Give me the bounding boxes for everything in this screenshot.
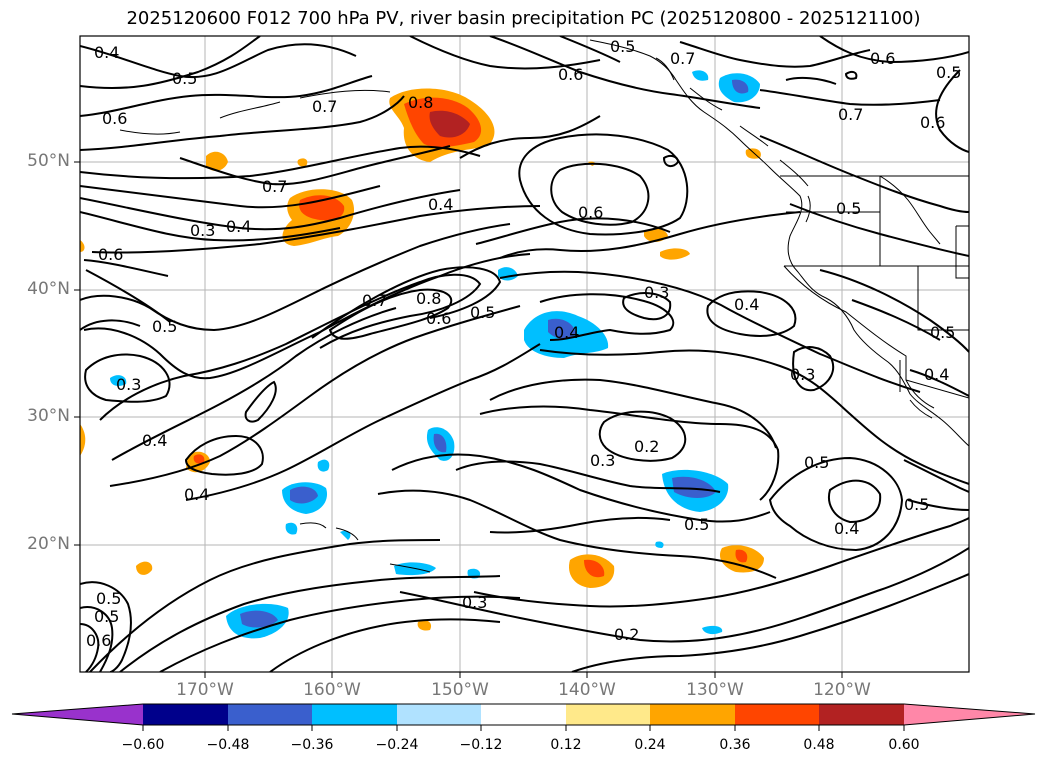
contour-label: 0.5 xyxy=(152,317,177,336)
contour-label: 0.2 xyxy=(614,625,639,644)
colorbar-segment xyxy=(819,704,905,725)
negative-pc-shading xyxy=(110,70,760,639)
contour-label: 0.5 xyxy=(610,37,635,56)
lon-tick-label: 160°W xyxy=(303,680,361,700)
colorbar-tick-label: −0.48 xyxy=(206,737,250,753)
lon-tick-label: 150°W xyxy=(431,680,489,700)
contour-label: 0.6 xyxy=(558,65,583,84)
contour-label: 0.7 xyxy=(262,177,287,196)
contour-label: 0.4 xyxy=(142,431,167,450)
colorbar-tick-label: 0.12 xyxy=(550,737,582,753)
contour-label: 0.6 xyxy=(426,309,451,328)
colorbar-tick-label: 0.48 xyxy=(803,737,835,753)
colorbar xyxy=(11,703,1036,731)
contour-label: 0.4 xyxy=(834,519,859,538)
colorbar-tick-label: 0.36 xyxy=(719,737,751,753)
colorbar-segment xyxy=(566,704,651,725)
contour-label: 0.2 xyxy=(634,437,659,456)
colorbar-segment xyxy=(228,704,313,725)
contour-label: 0.4 xyxy=(94,43,119,62)
contour-label: 0.7 xyxy=(362,291,387,310)
contour-label: 0.3 xyxy=(462,593,487,612)
contour-label: 0.3 xyxy=(790,365,815,384)
contour-label: 0.8 xyxy=(416,289,441,308)
contour-label: 0.4 xyxy=(554,323,579,342)
colorbar-segment xyxy=(650,704,736,725)
contour-label: 0.7 xyxy=(838,105,863,124)
contour-label: 0.6 xyxy=(86,631,111,650)
lon-tick-label: 130°W xyxy=(686,680,744,700)
contour-label: 0.4 xyxy=(734,295,759,314)
colorbar-tick-label: 0.24 xyxy=(634,737,666,753)
contour-label: 0.7 xyxy=(670,49,695,68)
contour-label: 0.5 xyxy=(96,589,121,608)
colorbar-segment xyxy=(143,704,229,725)
contour-label: 0.5 xyxy=(470,303,495,322)
colorbar-tick-label: −0.36 xyxy=(290,737,334,753)
lon-tick-label: 120°W xyxy=(813,680,871,700)
axis-ticks xyxy=(74,161,843,678)
contour-label: 0.6 xyxy=(98,245,123,264)
contour-label: 0.6 xyxy=(870,49,895,68)
map-content xyxy=(80,36,969,672)
contour-label: 0.5 xyxy=(94,607,119,626)
contour-label: 0.6 xyxy=(102,109,127,128)
contour-label: 0.8 xyxy=(408,93,433,112)
positive-pc-shading xyxy=(80,88,764,631)
colorbar-segment xyxy=(12,704,143,725)
lat-tick-label: 20°N xyxy=(27,534,70,554)
colorbar-segment xyxy=(397,704,482,725)
map-title: 2025120600 F012 700 hPa PV, river basin … xyxy=(126,8,921,29)
lat-tick-label: 40°N xyxy=(27,279,70,299)
contour-labels: 0.4 0.5 0.6 0.7 0.8 0.7 0.4 0.3 0.6 0.5 … xyxy=(86,37,961,650)
contour-label: 0.3 xyxy=(644,283,669,302)
contour-label: 0.5 xyxy=(904,495,929,514)
contour-label: 0.4 xyxy=(428,195,453,214)
contour-label: 0.7 xyxy=(312,97,337,116)
colorbar-tick-label: −0.24 xyxy=(375,737,419,753)
lon-tick-label: 140°W xyxy=(558,680,616,700)
contour-label: 0.6 xyxy=(920,113,945,132)
lat-tick-label: 50°N xyxy=(27,151,70,171)
contour-label: 0.4 xyxy=(924,365,949,384)
contour-label: 0.6 xyxy=(578,203,603,222)
colorbar-tick-label: 0.60 xyxy=(888,737,920,753)
contour-label: 0.5 xyxy=(836,199,861,218)
colorbar-segment xyxy=(312,704,398,725)
contour-label: 0.3 xyxy=(590,451,615,470)
contour-label: 0.3 xyxy=(116,375,141,394)
lon-tick-label: 170°W xyxy=(176,680,234,700)
colorbar-segment xyxy=(904,704,1035,725)
contour-label: 0.5 xyxy=(930,323,955,342)
map-frame xyxy=(79,35,970,673)
contour-label: 0.5 xyxy=(684,515,709,534)
colorbar-segment xyxy=(735,704,820,725)
contour-label: 0.5 xyxy=(172,69,197,88)
colorbar-tick-label: −0.12 xyxy=(459,737,503,753)
contour-label: 0.3 xyxy=(190,221,215,240)
contour-label: 0.4 xyxy=(184,485,209,504)
colorbar-segment xyxy=(481,704,567,725)
contour-label: 0.5 xyxy=(804,453,829,472)
contour-label: 0.4 xyxy=(226,217,251,236)
contour-label: 0.5 xyxy=(936,63,961,82)
lat-tick-label: 30°N xyxy=(27,406,70,426)
pv-contours xyxy=(80,36,969,672)
colorbar-tick-label: −0.60 xyxy=(121,737,165,753)
